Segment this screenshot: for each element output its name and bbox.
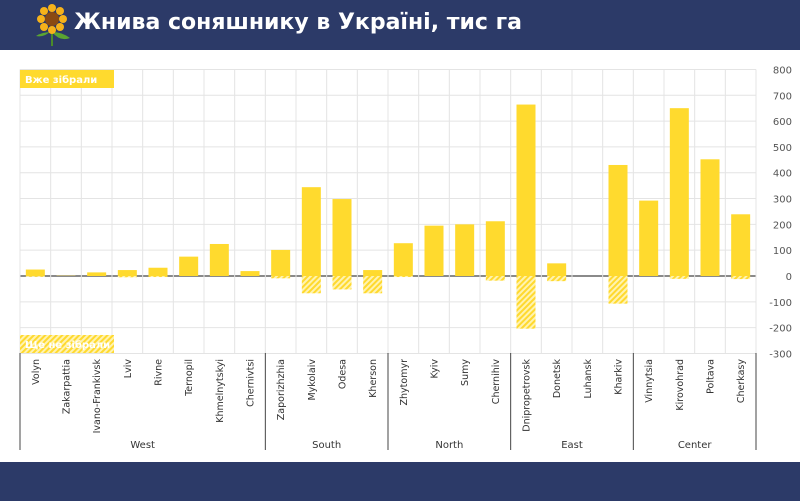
bar-harvested	[393, 243, 413, 276]
footer-bar	[0, 462, 800, 501]
category-label: Khmelnytskyi	[215, 359, 226, 423]
bar-harvested	[209, 243, 229, 276]
bar-harvested	[700, 159, 720, 276]
y-tick-label: -200	[769, 324, 792, 335]
bar-remaining	[393, 276, 413, 278]
category-label: Lviv	[123, 359, 134, 379]
bar-harvested	[547, 263, 567, 276]
category-label: Volyn	[31, 359, 42, 385]
bar-remaining	[148, 276, 168, 278]
category-label: Donetsk	[552, 359, 563, 399]
bar-harvested	[332, 199, 352, 276]
sunflower-harvest-chart: 800 700 600 500 400 300 200 100 0 -100 -200 -300 Vol…	[19, 65, 792, 451]
bar-remaining	[669, 276, 689, 279]
bar-harvested	[669, 108, 689, 276]
legend-remaining-label: Ще не зібрали	[25, 339, 110, 351]
category-label: Zaporizhzhia	[276, 359, 287, 420]
bar-remaining	[547, 276, 567, 282]
bar-remaining	[117, 276, 137, 278]
category-label: Ivano-Frankivsk	[92, 359, 103, 434]
category-label: Ternopil	[184, 359, 195, 397]
category-label: Luhansk	[583, 359, 594, 399]
group-label-north: North	[435, 440, 463, 451]
bar-harvested	[731, 214, 751, 276]
category-label: Cherkasy	[736, 359, 747, 404]
bar-harvested	[363, 270, 383, 276]
category-label: Poltava	[706, 359, 717, 394]
bar-remaining	[332, 276, 352, 290]
y-tick-label: 400	[773, 169, 792, 180]
y-tick-label: 800	[773, 65, 792, 76]
bar-harvested	[301, 187, 321, 276]
bar-harvested	[240, 271, 260, 276]
category-label: Rivne	[154, 359, 165, 386]
bar-remaining	[363, 276, 383, 294]
category-label: Dnipropetrovsk	[522, 359, 533, 432]
bar-harvested	[608, 164, 628, 276]
page-title: Жнива соняшнику в Україні, тис га	[74, 10, 522, 35]
legend-remaining: Ще не зібрали	[20, 335, 114, 353]
bar-remaining	[516, 276, 536, 329]
legend-harvested: Вже зібрали	[20, 70, 114, 88]
bar-remaining	[485, 276, 505, 281]
bar-harvested	[485, 221, 505, 276]
category-label: Chernivtsi	[246, 359, 257, 407]
bar-harvested	[87, 272, 107, 276]
y-tick-label: 100	[773, 246, 792, 257]
y-tick-label: 600	[773, 117, 792, 128]
category-label: Sumy	[460, 359, 471, 386]
category-label: Kyiv	[430, 359, 441, 379]
bar-harvested	[424, 225, 444, 276]
group-label-center: Center	[678, 440, 713, 451]
category-label: Vinnytsia	[644, 359, 655, 403]
sunflower-icon	[36, 4, 70, 46]
y-tick-label: 300	[773, 195, 792, 206]
bar-harvested	[25, 269, 45, 276]
y-tick-label: 200	[773, 220, 792, 231]
bar-harvested	[639, 200, 659, 276]
y-tick-label: 500	[773, 143, 792, 154]
y-tick-label: 700	[773, 91, 792, 102]
bar-harvested	[179, 256, 199, 276]
group-label-east: East	[561, 440, 583, 451]
legend-harvested-label: Вже зібрали	[25, 74, 97, 86]
category-label: Chernihiv	[491, 359, 502, 405]
bar-remaining	[608, 276, 628, 304]
bar-remaining	[25, 276, 45, 277]
group-label-south: South	[312, 440, 341, 451]
bar-harvested	[455, 224, 475, 276]
category-label: Odesa	[338, 359, 349, 389]
bar-harvested	[271, 249, 291, 276]
bar-harvested	[516, 104, 536, 276]
y-tick-label: -100	[769, 298, 792, 309]
category-label: Kirovohrad	[675, 359, 686, 411]
group-label-west: West	[130, 440, 155, 451]
y-tick-label: -300	[769, 349, 792, 360]
category-label: Kherson	[368, 359, 379, 398]
bar-remaining	[301, 276, 321, 294]
bar-remaining	[731, 276, 751, 280]
category-label: Zhytomyr	[399, 359, 410, 406]
bar-harvested	[117, 270, 137, 276]
y-tick-label: 0	[786, 272, 792, 283]
category-label: Mykolaiv	[307, 359, 318, 401]
header-bar: Жнива соняшнику в Україні, тис га	[0, 0, 800, 50]
bar-remaining	[271, 276, 291, 279]
category-label: Kharkiv	[614, 359, 625, 395]
bar-harvested	[148, 267, 168, 276]
category-label: Zakarpattia	[62, 359, 73, 414]
